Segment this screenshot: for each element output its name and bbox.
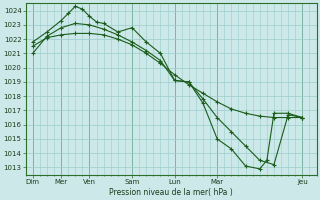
X-axis label: Pression niveau de la mer( hPa ): Pression niveau de la mer( hPa ) [109,188,233,197]
